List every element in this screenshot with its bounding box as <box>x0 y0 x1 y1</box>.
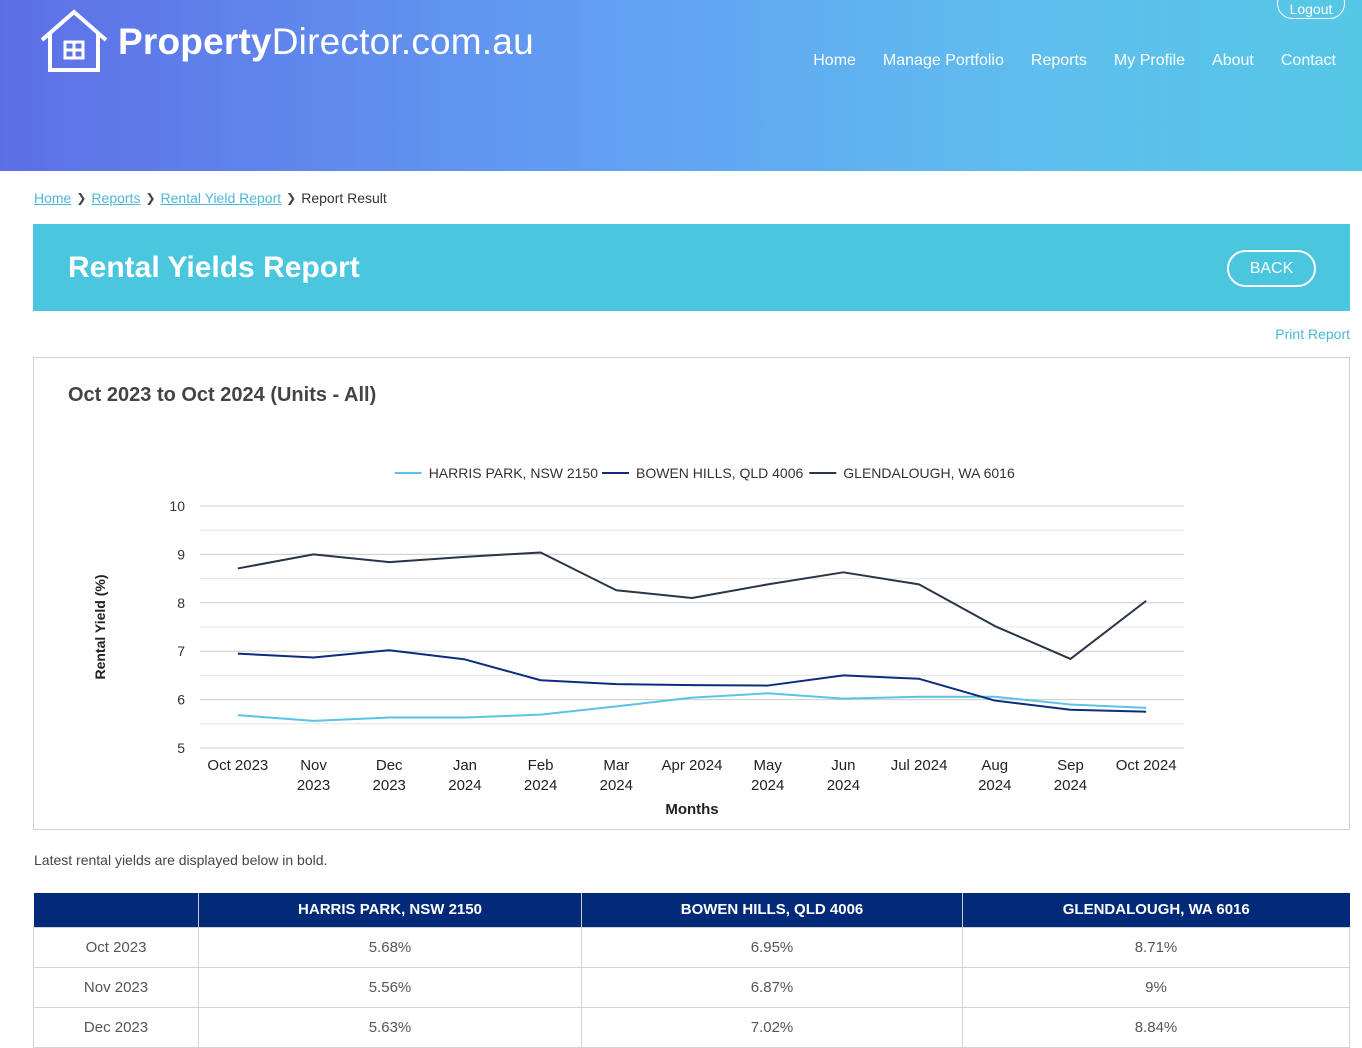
table-header-bowen-hills: BOWEN HILLS, QLD 4006 <box>581 893 963 927</box>
table-header-month <box>33 893 199 927</box>
logo-text-bold: Property <box>118 20 272 62</box>
table-header-glendalough: GLENDALOUGH, WA 6016 <box>962 893 1350 927</box>
legend-label: BOWEN HILLS, QLD 4006 <box>636 465 804 481</box>
x-tick-label: Mar 2024 <box>600 757 633 794</box>
table-row: Dec 2023 5.63% 7.02% 8.84% <box>33 1006 1350 1048</box>
y-tick-label: 6 <box>177 692 185 708</box>
breadcrumb-reports[interactable]: Reports <box>91 190 141 206</box>
nav-contact[interactable]: Contact <box>1280 52 1336 69</box>
y-tick-label: 5 <box>177 740 185 756</box>
logout-button[interactable]: Logout <box>1277 0 1345 19</box>
table-cell: 9% <box>962 966 1350 1008</box>
series-line-2 <box>237 649 1147 713</box>
table-cell: 8.71% <box>962 926 1350 968</box>
main-nav: Home Manage Portfolio Reports My Profile… <box>786 52 1336 70</box>
legend-label: GLENDALOUGH, WA 6016 <box>843 465 1015 481</box>
table-cell: 8.84% <box>962 1006 1350 1048</box>
logo-text-rest: Director.com.au <box>271 20 534 62</box>
page-title: Rental Yields Report <box>68 251 360 284</box>
x-tick-label: Jul 2024 <box>891 757 948 774</box>
back-button[interactable]: BACK <box>1227 250 1316 287</box>
chart-panel: Oct 2023 to Oct 2024 (Units - All) 5 6 7 8 9… <box>33 357 1350 830</box>
breadcrumb-rental-yield-report[interactable]: Rental Yield Report <box>160 190 282 206</box>
table-cell: 5.68% <box>198 926 582 968</box>
nav-about[interactable]: About <box>1212 52 1254 69</box>
breadcrumb: Home ❯ Reports ❯ Rental Yield Report ❯ R… <box>34 190 387 206</box>
print-report-link[interactable]: Print Report <box>1275 326 1350 342</box>
breadcrumb-home[interactable]: Home <box>34 190 72 206</box>
chevron-right-icon: ❯ <box>76 191 87 205</box>
breadcrumb-current: Report Result <box>301 190 387 206</box>
x-tick-label: Aug 2024 <box>978 757 1011 794</box>
table-cell: 6.95% <box>581 926 963 968</box>
site-header: PropertyDirector.com.au Logout Home Mana… <box>0 0 1362 171</box>
table-cell: 6.87% <box>581 966 963 1008</box>
nav-reports[interactable]: Reports <box>1030 52 1087 69</box>
x-tick-label: Feb 2024 <box>524 757 557 794</box>
nav-my-profile[interactable]: My Profile <box>1113 52 1186 69</box>
series-line-1 <box>237 692 1147 722</box>
x-tick-label: Jan 2024 <box>448 757 481 794</box>
x-tick-label: Sep 2024 <box>1054 757 1087 794</box>
rental-yield-chart: 5 6 7 8 9 10 Oct 2023 Nov 2023 Dec 2023 Jan 2024 Feb 2… <box>92 465 1184 818</box>
site-logo[interactable]: PropertyDirector.com.au <box>38 8 534 74</box>
x-tick-label: May 2024 <box>751 757 784 794</box>
x-tick-label: Oct 2023 <box>207 757 268 774</box>
legend-label: HARRIS PARK, NSW 2150 <box>429 465 599 481</box>
x-tick-label: Dec 2023 <box>373 757 406 794</box>
table-row: Nov 2023 5.56% 6.87% 9% <box>33 966 1350 1008</box>
y-tick-label: 10 <box>169 498 185 514</box>
table-cell-month: Dec 2023 <box>33 1006 199 1048</box>
x-tick-label: Apr 2024 <box>662 757 723 774</box>
chart-title: Oct 2023 to Oct 2024 (Units - All) <box>68 384 377 406</box>
y-tick-label: 9 <box>177 546 185 562</box>
table-cell-month: Nov 2023 <box>33 966 199 1008</box>
house-icon <box>40 9 108 72</box>
table-row: Oct 2023 5.68% 6.95% 8.71% <box>33 926 1350 968</box>
nav-home[interactable]: Home <box>813 52 856 69</box>
table-header-harris-park: HARRIS PARK, NSW 2150 <box>198 893 582 927</box>
table-note: Latest rental yields are displayed below… <box>34 852 328 868</box>
x-tick-label: Jun 2024 <box>827 757 860 794</box>
chevron-right-icon: ❯ <box>145 191 156 205</box>
x-tick-label: Oct 2024 <box>1116 757 1177 774</box>
y-tick-label: 8 <box>177 595 185 611</box>
table-cell: 7.02% <box>581 1006 963 1048</box>
y-axis-title: Rental Yield (%) <box>92 574 108 679</box>
logo-text: PropertyDirector.com.au <box>118 23 534 60</box>
table-cell-month: Oct 2023 <box>33 926 199 968</box>
x-axis-title: Months <box>665 801 718 818</box>
y-tick-label: 7 <box>177 643 185 659</box>
table-cell: 5.63% <box>198 1006 582 1048</box>
title-banner: Rental Yields Report BACK <box>33 224 1350 311</box>
nav-manage-portfolio[interactable]: Manage Portfolio <box>882 52 1004 69</box>
chevron-right-icon: ❯ <box>286 191 297 205</box>
table-cell: 5.56% <box>198 966 582 1008</box>
table-header-row: HARRIS PARK, NSW 2150 BOWEN HILLS, QLD 4… <box>33 893 1350 927</box>
x-tick-label: Nov 2023 <box>297 757 330 794</box>
rental-yield-table: HARRIS PARK, NSW 2150 BOWEN HILLS, QLD 4… <box>33 893 1350 1048</box>
series-line-3 <box>237 551 1147 660</box>
